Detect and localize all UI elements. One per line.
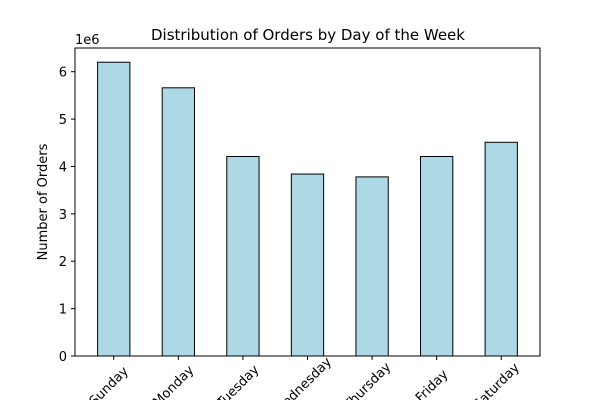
y-axis: 0 1 2 3 4 5 6 <box>59 66 75 365</box>
y-tick-label: 3 <box>59 208 67 223</box>
x-tick-label-tuesday: Tuesday <box>214 362 263 400</box>
y-tick-label: 2 <box>59 255 67 270</box>
bar-saturday <box>484 141 518 357</box>
bar-sunday <box>97 61 131 357</box>
y-tick-label: 5 <box>59 113 67 128</box>
plot-frame <box>74 47 541 357</box>
x-tick-label-monday: Monday <box>150 363 197 400</box>
y-tick-label: 1 <box>59 303 67 318</box>
bar-tuesday <box>226 156 260 357</box>
y-axis-label: Number of Orders <box>36 143 51 260</box>
bar-friday <box>420 156 454 357</box>
y-tick-label: 0 <box>59 350 67 365</box>
x-tick-label-thursday: Thursday <box>340 360 394 400</box>
bar-wednesday <box>290 173 325 357</box>
x-tick-label-saturday: Saturday <box>471 360 523 400</box>
bars-layer <box>97 61 518 357</box>
x-tick-label-sunday: Sunday <box>87 364 132 400</box>
bar-monday <box>161 87 195 357</box>
x-axis: Sunday Monday Tuesday Wednesday Thursday Frid… <box>87 354 523 400</box>
x-tick-label-wednesday: Wednesday <box>271 354 335 400</box>
x-tick-label-friday: Friday <box>413 367 452 400</box>
bar-thursday <box>355 176 389 357</box>
y-axis-offset-text: 1e6 <box>75 33 100 48</box>
y-tick-label: 6 <box>59 66 67 81</box>
y-tick-label: 4 <box>59 160 67 175</box>
chart-title: Distribution of Orders by Day of the Wee… <box>151 26 465 44</box>
